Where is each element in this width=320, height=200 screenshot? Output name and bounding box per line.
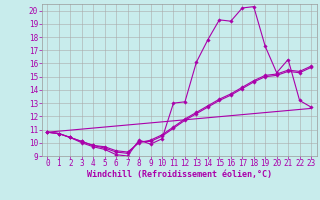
X-axis label: Windchill (Refroidissement éolien,°C): Windchill (Refroidissement éolien,°C) — [87, 170, 272, 179]
